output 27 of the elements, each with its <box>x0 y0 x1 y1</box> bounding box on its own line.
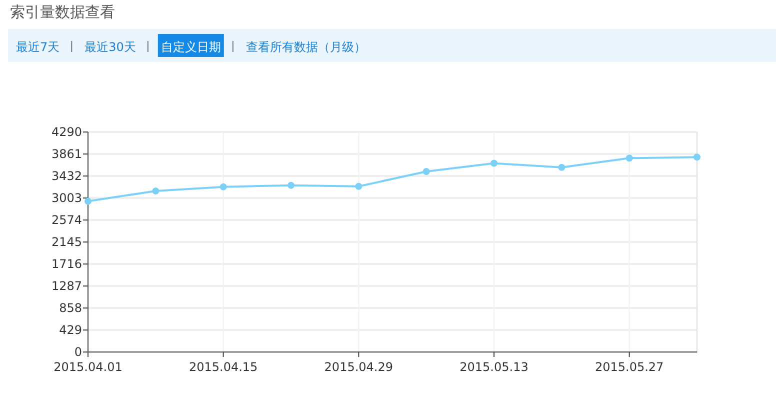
point <box>626 154 633 162</box>
y-tick-label: 2574 <box>51 213 82 227</box>
point <box>355 182 362 190</box>
x-tick-label: 2015.04.15 <box>188 360 258 374</box>
title: 索引量数据查看 <box>10 3 115 21</box>
x-tick-label: 2015.04.29 <box>324 360 394 374</box>
point <box>220 183 227 190</box>
y-tick-label: 1716 <box>51 257 82 271</box>
point <box>694 154 700 161</box>
point <box>288 182 294 189</box>
y-tick-label: 429 <box>59 323 82 337</box>
y-tick-label: 3003 <box>51 191 82 205</box>
x-tick-label: 2015.04.01 <box>54 360 122 374</box>
point <box>84 198 92 205</box>
point <box>558 164 566 171</box>
y-tick-label: 0 <box>74 345 82 359</box>
point <box>152 187 160 194</box>
y-tick-label: 4290 <box>51 125 82 139</box>
x-tick-label: 2015.05.13 <box>460 360 528 374</box>
y-tick-label: 3861 <box>51 147 82 161</box>
y-tick-label: 858 <box>59 301 82 315</box>
x-tick-label: 2015.05.27 <box>594 360 664 374</box>
y-tick-label: 3432 <box>51 169 82 183</box>
point <box>422 168 430 175</box>
y-tick-label: 2145 <box>51 235 82 249</box>
y-tick-label: 1287 <box>51 279 82 293</box>
point <box>490 160 498 167</box>
